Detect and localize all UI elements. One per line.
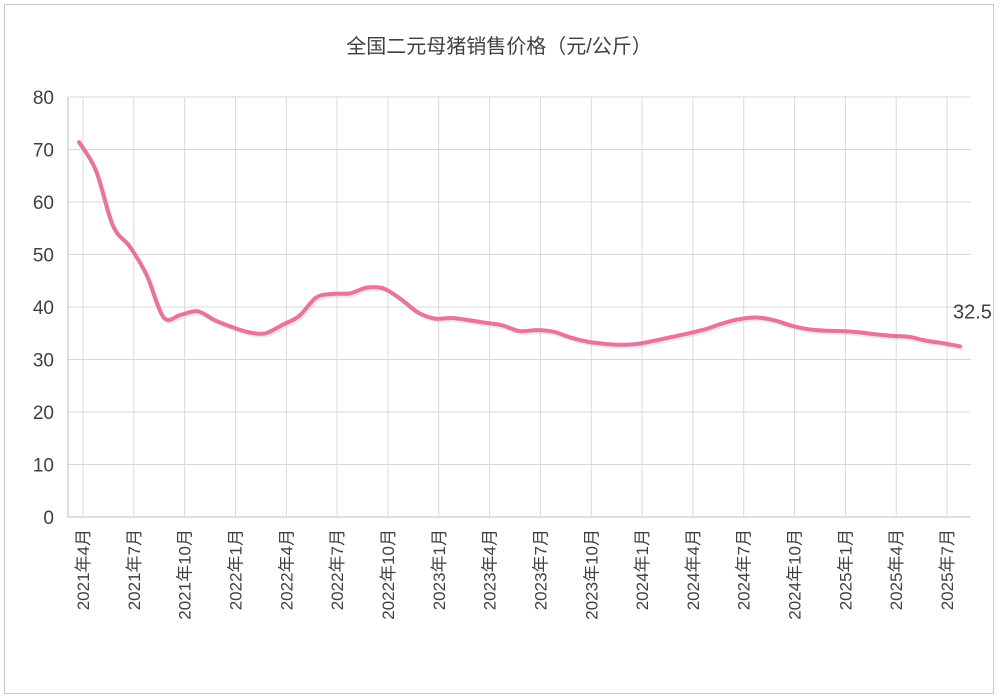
x-tick-label: 2022年4月 (277, 529, 296, 610)
chart-frame: 全国二元母猪销售价格（元/公斤） 0 10 20 30 40 50 60 70 80 2021年… (4, 4, 1000, 694)
x-tick-label: 2025年7月 (938, 529, 957, 610)
x-tick-label: 2023年1月 (430, 529, 449, 610)
y-tick-label: 10 (33, 456, 54, 477)
y-tick-label: 60 (33, 193, 54, 214)
y-tick-label: 20 (33, 403, 54, 424)
x-tick-label: 2022年7月 (328, 529, 347, 610)
x-axis-ticks: 2021年4月 2021年7月 2021年10月 2022年1月 2022年4月 2022… (74, 529, 957, 620)
x-tick-label: 2023年10月 (582, 529, 601, 620)
x-tick-label: 2021年10月 (176, 529, 195, 620)
gridlines (67, 96, 971, 518)
y-tick-label: 30 (33, 351, 54, 372)
data-labels: 32.52 (953, 301, 1000, 323)
x-tick-label: 2023年4月 (481, 529, 500, 610)
x-tick-label: 2021年7月 (125, 529, 144, 610)
series-line (77, 140, 962, 349)
x-tick-label: 2024年4月 (684, 529, 703, 610)
x-tick-label: 2025年4月 (887, 529, 906, 610)
line-chart: 全国二元母猪销售价格（元/公斤） 0 10 20 30 40 50 60 70 80 2021年… (33, 35, 1000, 620)
x-tick-label: 2022年1月 (226, 529, 245, 610)
x-tick-label: 2024年10月 (786, 529, 805, 620)
y-tick-label: 40 (33, 298, 54, 319)
x-tick-label: 2025年1月 (836, 529, 855, 610)
x-tick-label: 2024年1月 (633, 529, 652, 610)
y-tick-label: 50 (33, 246, 54, 267)
x-tick-label: 2021年4月 (74, 529, 93, 610)
y-axis-ticks: 0 10 20 30 40 50 60 70 80 (33, 88, 54, 529)
plot-area (77, 140, 964, 351)
x-tick-label: 2023年7月 (531, 529, 550, 610)
y-tick-label: 0 (43, 508, 54, 529)
y-tick-label: 80 (33, 88, 54, 109)
chart-title: 全国二元母猪销售价格（元/公斤） (346, 35, 652, 58)
data-label: 32.52 (953, 301, 993, 323)
x-tick-label: 2022年10月 (379, 529, 398, 620)
y-tick-label: 70 (33, 141, 54, 162)
x-tick-label: 2024年7月 (735, 529, 754, 610)
